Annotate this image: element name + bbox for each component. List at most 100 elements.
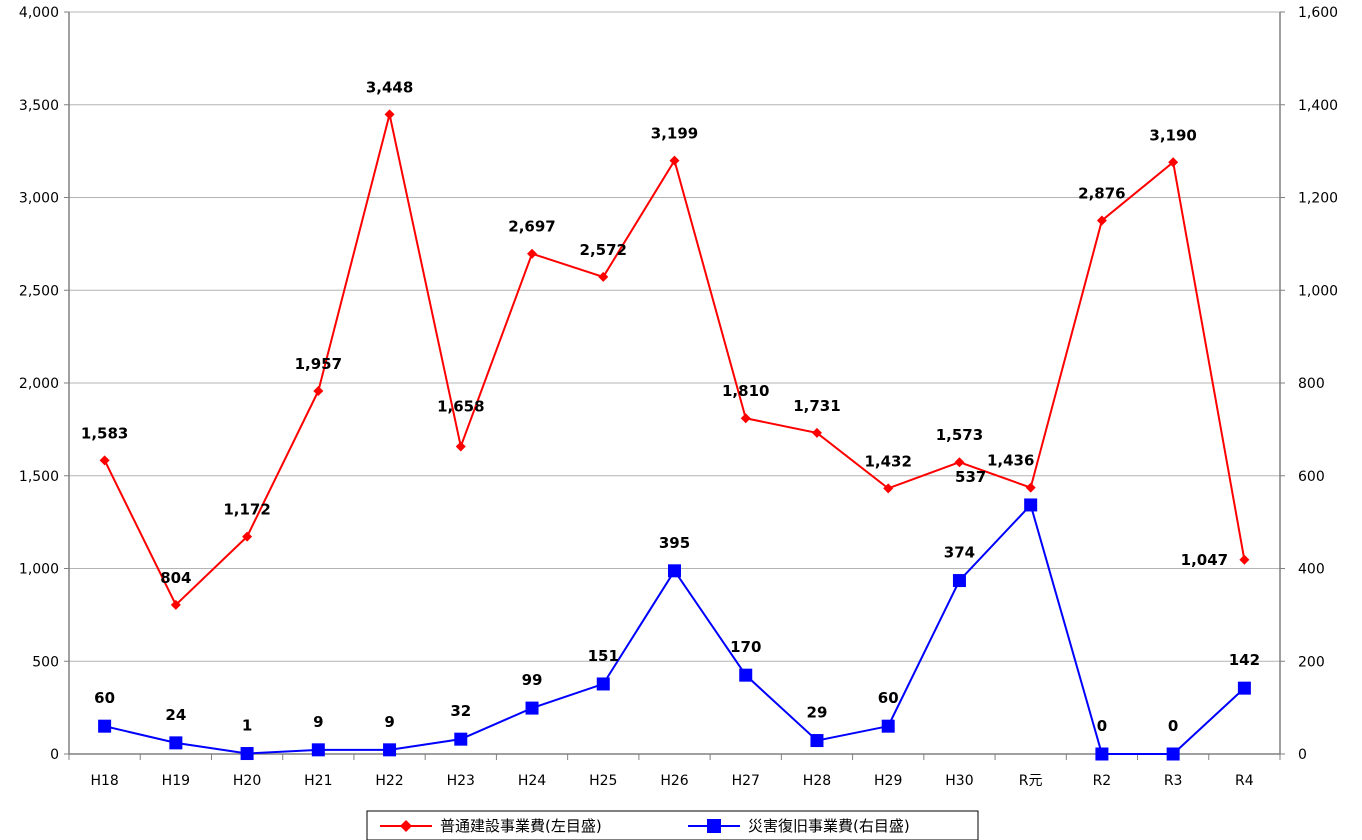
series-line-construction xyxy=(103,114,1246,607)
data-label-disaster-recovery: 0 xyxy=(1097,717,1107,735)
left-tick-label: 500 xyxy=(32,654,59,670)
point-disaster-recovery xyxy=(1166,747,1180,761)
data-label-disaster-recovery: 32 xyxy=(450,702,471,720)
point-disaster-recovery xyxy=(1237,681,1251,695)
point-disaster-recovery xyxy=(169,736,183,750)
point-disaster-recovery xyxy=(383,743,397,757)
data-label-construction: 1,583 xyxy=(81,424,128,442)
data-label-disaster-recovery: 395 xyxy=(659,534,690,552)
data-label-disaster-recovery: 60 xyxy=(94,689,115,707)
x-tick-label: H23 xyxy=(447,773,475,789)
data-label-disaster-recovery: 1 xyxy=(242,717,252,735)
point-disaster-recovery xyxy=(1095,747,1109,761)
point-construction xyxy=(170,599,181,610)
right-tick-label: 200 xyxy=(1298,654,1325,670)
data-label-disaster-recovery: 24 xyxy=(165,706,186,724)
point-disaster-recovery xyxy=(810,734,824,748)
right-tick-label: 0 xyxy=(1298,747,1307,763)
left-tick-label: 4,000 xyxy=(19,5,59,21)
x-tick-label: H20 xyxy=(233,773,261,789)
point-disaster-recovery xyxy=(240,747,254,761)
data-label-construction: 2,572 xyxy=(580,241,627,259)
data-labels: 1,583 804 1,172 1,957 3,448 1,658 2,697 2,572 3,… xyxy=(81,78,1260,735)
x-tick-label: H26 xyxy=(660,773,688,789)
x-tick-label: H24 xyxy=(518,773,546,789)
x-tick-label: H22 xyxy=(375,773,403,789)
legend-label-series-1: 普通建設事業費(左目盛) xyxy=(440,817,602,835)
point-construction xyxy=(242,531,253,542)
data-label-disaster-recovery: 537 xyxy=(955,468,986,486)
x-tick-label: H29 xyxy=(874,773,902,789)
x-tick-label: R3 xyxy=(1164,773,1183,789)
data-label-disaster-recovery: 9 xyxy=(313,713,323,731)
point-construction xyxy=(455,441,466,452)
legend-diamond-marker xyxy=(400,820,412,832)
data-label-disaster-recovery: 60 xyxy=(878,689,899,707)
data-label-disaster-recovery: 374 xyxy=(944,544,975,562)
point-construction xyxy=(99,455,110,466)
point-construction xyxy=(1025,482,1036,493)
data-label-construction: 1,432 xyxy=(864,452,911,470)
point-disaster-recovery xyxy=(98,719,112,733)
point-disaster-recovery xyxy=(1024,498,1038,512)
right-tick-label: 1,600 xyxy=(1298,5,1338,21)
left-tick-label: 1,500 xyxy=(19,469,59,485)
x-tick-label: R4 xyxy=(1235,773,1254,789)
x-tick-label: H28 xyxy=(803,773,831,789)
point-construction xyxy=(598,271,609,282)
data-label-construction: 3,190 xyxy=(1149,126,1196,144)
right-tick-label: 1,000 xyxy=(1298,283,1338,299)
left-tick-label: 2,500 xyxy=(19,283,59,299)
point-construction xyxy=(1239,554,1250,565)
x-tick-label: R2 xyxy=(1093,773,1112,789)
x-tick-label: H25 xyxy=(589,773,617,789)
data-label-construction: 3,448 xyxy=(366,78,413,96)
right-tick-label: 400 xyxy=(1298,562,1325,578)
data-label-disaster-recovery: 151 xyxy=(588,647,619,665)
left-tick-label: 1,000 xyxy=(19,562,59,578)
point-disaster-recovery xyxy=(454,732,468,746)
x-tick-label: H18 xyxy=(90,773,118,789)
data-label-construction: 1,810 xyxy=(722,382,769,400)
data-label-construction: 1,957 xyxy=(295,355,342,373)
data-label-construction: 1,436 xyxy=(987,452,1034,470)
point-construction xyxy=(313,385,324,396)
point-disaster-recovery xyxy=(525,701,539,715)
x-tick-label: H21 xyxy=(304,773,332,789)
point-construction xyxy=(527,248,538,259)
point-construction xyxy=(384,109,395,120)
data-label-construction: 3,199 xyxy=(651,125,698,143)
data-label-construction: 1,047 xyxy=(1181,551,1228,569)
point-construction xyxy=(1096,215,1107,226)
data-label-construction: 1,731 xyxy=(793,397,840,415)
data-label-disaster-recovery: 99 xyxy=(522,671,543,689)
legend: 普通建設事業費(左目盛) 災害復旧事業費(右目盛) xyxy=(366,810,979,840)
x-tick-label: R元 xyxy=(1019,773,1043,789)
left-tick-label: 3,500 xyxy=(19,98,59,114)
point-construction xyxy=(954,457,965,468)
right-tick-label: 600 xyxy=(1298,469,1325,485)
legend-box xyxy=(366,810,979,840)
legend-square-marker xyxy=(707,819,721,833)
point-construction xyxy=(811,427,822,438)
point-disaster-recovery xyxy=(739,668,753,682)
point-disaster-recovery xyxy=(952,574,966,588)
left-tick-label: 0 xyxy=(50,747,59,763)
x-tick-label: H19 xyxy=(162,773,190,789)
left-tick-label: 2,000 xyxy=(19,376,59,392)
point-disaster-recovery xyxy=(596,677,610,691)
point-disaster-recovery xyxy=(311,743,325,757)
point-construction xyxy=(1168,157,1179,168)
x-tick-label: H30 xyxy=(945,773,973,789)
data-label-construction: 2,876 xyxy=(1078,185,1125,203)
right-tick-label: 800 xyxy=(1298,376,1325,392)
data-label-disaster-recovery: 29 xyxy=(807,704,828,722)
data-label-construction: 804 xyxy=(160,569,191,587)
data-label-construction: 2,697 xyxy=(508,218,555,236)
x-tick-label: H27 xyxy=(732,773,760,789)
left-tick-label: 3,000 xyxy=(19,191,59,207)
point-disaster-recovery xyxy=(668,564,681,578)
data-label-disaster-recovery: 9 xyxy=(384,713,394,731)
point-construction xyxy=(669,155,680,166)
